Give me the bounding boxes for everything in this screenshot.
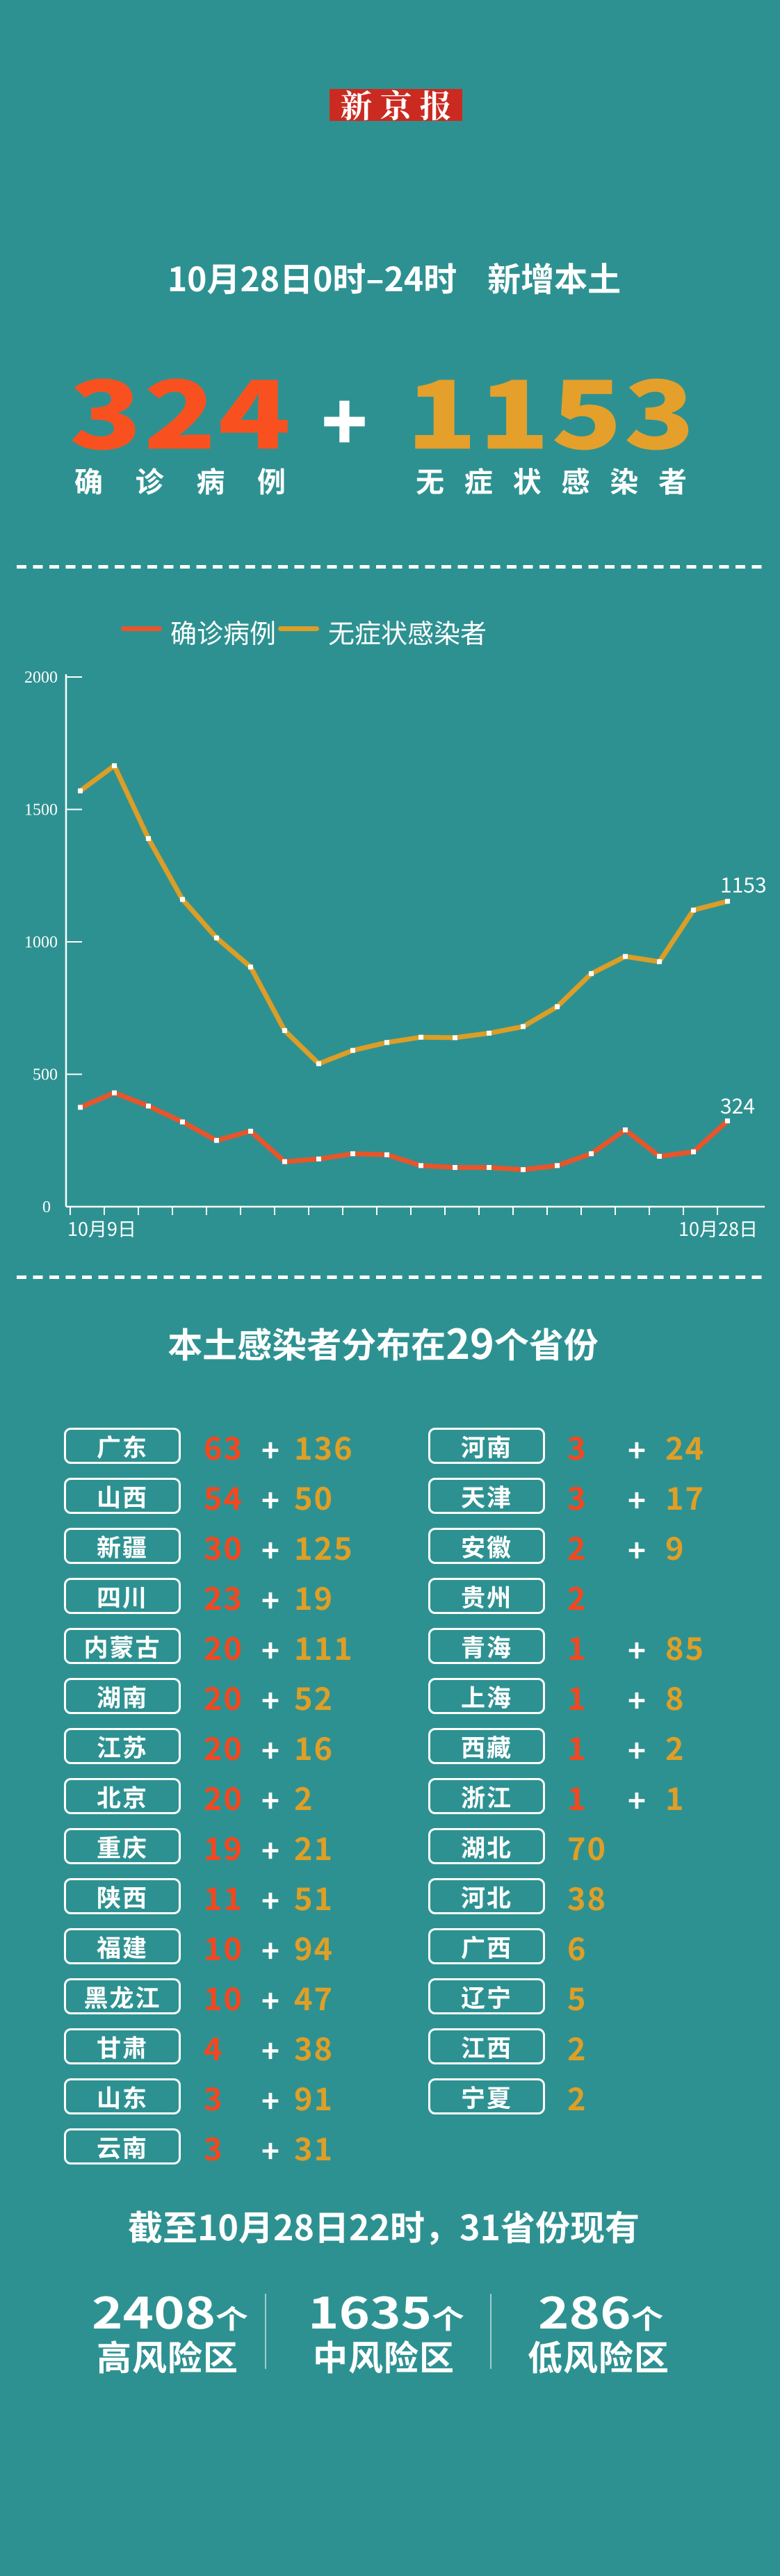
svg-text:10月28日: 10月28日: [679, 1214, 758, 1241]
svg-text:324: 324: [720, 1089, 755, 1120]
svg-text:2000: 2000: [24, 669, 58, 687]
svg-text:0: 0: [42, 1198, 51, 1216]
svg-text:1153: 1153: [720, 868, 767, 899]
svg-text:1500: 1500: [24, 801, 58, 820]
svg-text:500: 500: [33, 1066, 58, 1084]
svg-text:10月9日: 10月9日: [67, 1214, 136, 1241]
svg-text:1000: 1000: [24, 934, 58, 952]
